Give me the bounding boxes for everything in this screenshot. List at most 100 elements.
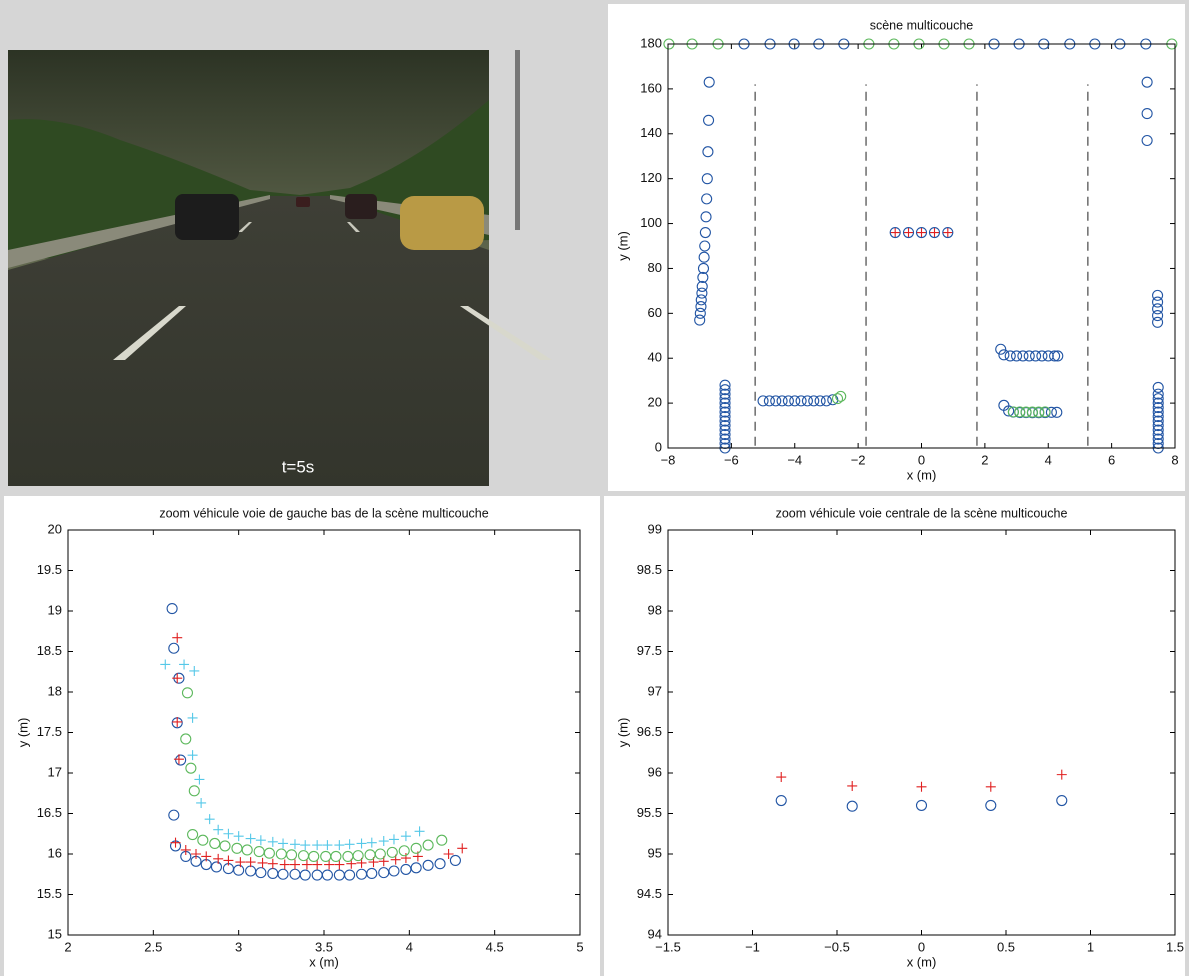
- point: [398, 845, 410, 857]
- x-tick-label: −4: [787, 452, 802, 467]
- point: [1003, 405, 1015, 417]
- point: [245, 857, 256, 868]
- plot-frame: [67, 529, 581, 936]
- point: [1036, 350, 1048, 362]
- point: [1152, 424, 1164, 436]
- point: [694, 314, 706, 326]
- point: [695, 301, 707, 313]
- point: [835, 390, 847, 402]
- point: [1039, 406, 1051, 418]
- y-tick-label: 17: [48, 764, 62, 779]
- point: [719, 415, 731, 427]
- point: [388, 834, 399, 845]
- point: [1152, 411, 1164, 423]
- x-tick-label: 0: [918, 939, 925, 954]
- point: [1152, 289, 1164, 301]
- point: [719, 411, 731, 423]
- point: [180, 844, 191, 855]
- point: [1056, 769, 1067, 780]
- point: [201, 851, 212, 862]
- point: [400, 853, 411, 864]
- point: [187, 750, 198, 761]
- point: [998, 349, 1010, 361]
- y-tick-label: 16: [48, 845, 62, 860]
- point: [204, 814, 215, 825]
- point: [299, 869, 311, 881]
- point: [457, 843, 468, 854]
- point: [235, 857, 246, 868]
- x-tick-label: 3.5: [315, 939, 333, 954]
- point: [321, 869, 333, 881]
- point: [330, 850, 342, 862]
- panel: [608, 4, 1185, 491]
- point: [782, 395, 794, 407]
- point: [719, 393, 731, 405]
- lane-mark: [238, 222, 252, 232]
- point: [443, 849, 454, 859]
- point: [277, 868, 289, 880]
- point: [267, 858, 278, 869]
- y-tick-label: 99: [648, 521, 662, 536]
- point: [366, 837, 377, 848]
- y-tick-label: 96: [648, 764, 662, 779]
- point: [263, 847, 275, 859]
- point: [1056, 794, 1068, 807]
- point: [915, 226, 928, 239]
- point: [187, 712, 198, 723]
- y-tick-label: 18.5: [37, 643, 62, 658]
- point: [902, 226, 915, 239]
- point: [889, 226, 901, 239]
- y-tick-label: 19.5: [37, 562, 62, 577]
- point: [915, 799, 928, 811]
- y-tick-label: 180: [640, 35, 662, 50]
- y-tick-label: 40: [648, 350, 662, 365]
- point: [695, 294, 707, 306]
- point: [189, 665, 200, 676]
- point: [196, 797, 207, 808]
- y-tick-label: 120: [640, 170, 662, 185]
- y-tick-label: 97.5: [637, 643, 662, 658]
- y-tick-label: 95.5: [637, 805, 662, 820]
- point: [289, 839, 300, 850]
- point: [903, 227, 914, 238]
- y-tick-label: 97: [648, 683, 662, 698]
- chart-title: zoom véhicule voie centrale de la scène …: [776, 506, 1068, 520]
- x-tick-label: 1.5: [1166, 939, 1184, 954]
- point: [719, 397, 731, 409]
- point: [701, 193, 713, 205]
- point: [942, 226, 954, 239]
- point: [312, 859, 323, 870]
- plot-frame: [667, 43, 1176, 449]
- y-tick-label: 16.5: [37, 805, 62, 820]
- panel: [4, 496, 600, 976]
- point: [1045, 406, 1057, 418]
- y-tick-label: 95: [648, 845, 662, 860]
- point: [410, 842, 422, 854]
- point: [1152, 406, 1164, 418]
- y-tick-label: 18: [48, 683, 62, 698]
- chart-title: scène multicouche: [870, 18, 974, 32]
- point: [233, 864, 245, 876]
- point: [1023, 350, 1035, 362]
- point: [1033, 406, 1045, 418]
- point: [814, 395, 826, 407]
- y-tick-label: 15.5: [37, 886, 62, 901]
- scene-photo: t=5s: [8, 50, 552, 486]
- point: [1014, 406, 1026, 418]
- point: [255, 867, 267, 879]
- point: [1152, 415, 1164, 427]
- caption: t=5s: [282, 457, 315, 476]
- x-tick-label: 5: [576, 939, 583, 954]
- x-tick-label: 0: [918, 452, 925, 467]
- point: [719, 437, 731, 450]
- point: [386, 846, 398, 858]
- x-tick-label: 8: [1171, 452, 1178, 467]
- point: [929, 227, 940, 238]
- x-tick-label: −8: [661, 452, 676, 467]
- lane-mark: [460, 306, 552, 360]
- point: [1152, 388, 1164, 400]
- point: [400, 831, 411, 842]
- point: [1152, 310, 1164, 322]
- point: [449, 854, 461, 867]
- point: [168, 642, 180, 654]
